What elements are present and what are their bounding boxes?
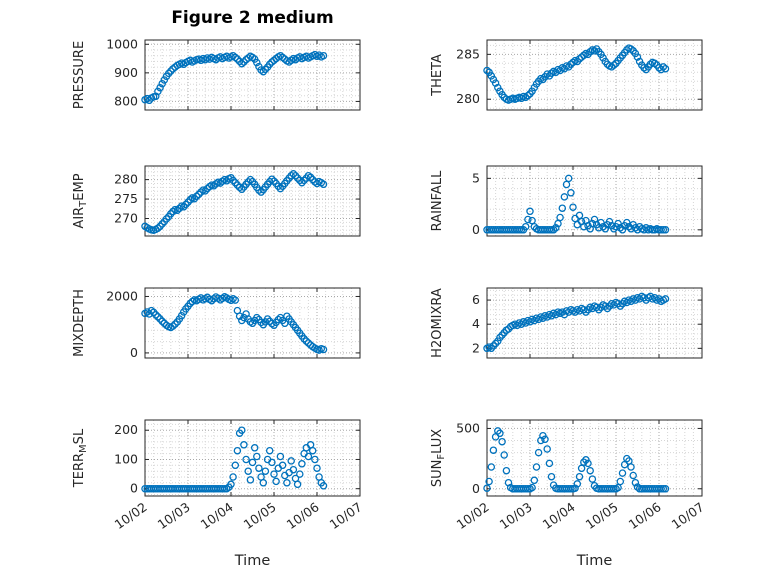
axis-ticks [486, 166, 703, 236]
y-tick-label: 0 [130, 345, 138, 360]
axes-box [144, 287, 361, 359]
data-points [141, 50, 328, 105]
axes-box [144, 165, 361, 237]
y-tick-label: 4 [472, 316, 480, 331]
subplot-mixdepth: 0 2000 MIXDEPTH [72, 287, 361, 360]
x-tick-label: 10/02 [454, 499, 492, 532]
axes-box [144, 419, 361, 497]
axes-box [144, 39, 361, 111]
x-axis-label-left: Time [234, 553, 271, 569]
data-points [483, 44, 670, 104]
x-tick-label: 10/05 [583, 499, 621, 532]
subplot-pressure: 800 900 1000 PRESSURE [72, 36, 361, 111]
data-points [141, 426, 328, 493]
axes-box [486, 165, 703, 237]
y-tick-label: 0 [130, 481, 138, 496]
axis-ticks [486, 40, 703, 110]
y-axis-label: TERRMSL [72, 428, 89, 488]
y-tick-label: 280 [114, 172, 138, 187]
y-axis-label: PRESSURE [72, 41, 87, 109]
grid [487, 420, 702, 496]
x-tick-label: 10/03 [155, 499, 193, 532]
y-tick-label: 100 [114, 452, 138, 467]
x-tick-label: 10/03 [497, 499, 535, 532]
x-tick-label: 10/06 [284, 499, 322, 532]
y-tick-label: 800 [114, 93, 138, 108]
axes-box [486, 419, 703, 497]
data-points [141, 293, 328, 354]
y-axis-label: THETA [430, 54, 445, 97]
subplot-theta: 280 285 THETA [430, 39, 703, 111]
data-points [141, 170, 328, 234]
y-tick-label: 0 [472, 222, 480, 237]
data-points [483, 427, 670, 493]
y-tick-label: 900 [114, 65, 138, 80]
y-axis-label: RAINFALL [430, 170, 445, 231]
figure-title: Figure 2 medium [171, 8, 334, 28]
subplot-h2omixra: 2 4 6 H2OMIXRA [430, 287, 703, 359]
data-points [483, 174, 670, 234]
subplot-sun-flux: 0 500 10/02 10/03 10/04 10/05 10/06 10/07 SUNFLU… [430, 419, 707, 532]
y-axis-label: AIRTEMP [72, 173, 89, 228]
y-axis-label: SUNFLUX [430, 429, 447, 487]
y-tick-label: 2000 [106, 289, 138, 304]
subplot-terr-msl: 0 100 200 10/02 10/03 10/04 10/05 10/06 10/07 TER… [72, 419, 365, 532]
subplot-air-temp: 270 275 280 AIRTEMP [72, 165, 361, 237]
x-tick-label: 10/02 [112, 499, 150, 532]
y-tick-label: 275 [114, 191, 138, 206]
y-tick-label: 1000 [106, 36, 138, 51]
x-tick-label: 10/07 [327, 499, 365, 532]
axis-ticks [144, 166, 361, 236]
x-tick-label: 10/04 [198, 499, 236, 532]
x-axis-label-right: Time [576, 553, 613, 569]
y-axis-label: MIXDEPTH [72, 289, 87, 357]
axis-ticks [144, 420, 361, 496]
grid [145, 420, 360, 496]
x-tick-label: 10/06 [626, 499, 664, 532]
y-axis-label: H2OMIXRA [430, 288, 445, 358]
y-tick-label: 270 [114, 211, 138, 226]
y-tick-label: 200 [114, 422, 138, 437]
axis-ticks [486, 420, 703, 496]
axis-ticks [144, 288, 361, 358]
y-tick-label: 500 [456, 420, 480, 435]
data-points [483, 292, 670, 353]
x-tick-label: 10/07 [669, 499, 707, 532]
y-tick-label: 6 [472, 292, 480, 307]
x-tick-label: 10/05 [241, 499, 279, 532]
y-tick-label: 2 [472, 340, 480, 355]
x-tick-label: 10/04 [540, 499, 578, 532]
y-tick-label: 5 [472, 170, 480, 185]
axes-box [486, 287, 703, 359]
y-tick-label: 285 [456, 46, 480, 61]
y-tick-label: 0 [472, 481, 480, 496]
y-tick-label: 280 [456, 91, 480, 106]
subplot-rainfall: 0 5 RAINFALL [430, 165, 703, 237]
